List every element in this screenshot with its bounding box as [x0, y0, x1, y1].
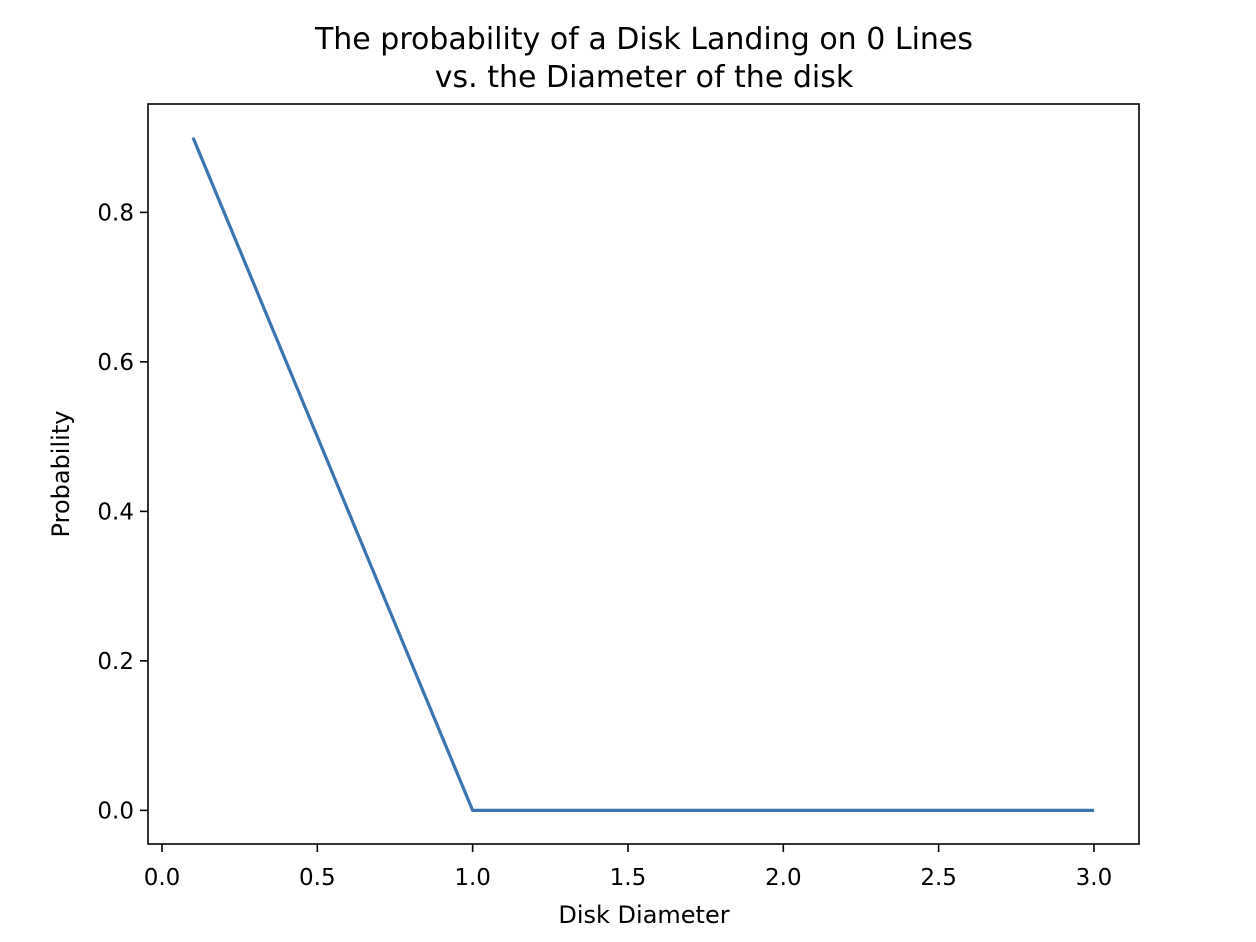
x-tick-label: 0.5: [299, 865, 336, 891]
y-axis-ticks: 0.0 0.2 0.4 0.6 0.8: [97, 200, 148, 824]
y-tick-label: 0.2: [97, 649, 134, 675]
x-tick-label: 0.0: [144, 865, 181, 891]
chart-title-line-1: The probability of a Disk Landing on 0 L…: [314, 22, 973, 57]
y-tick-label: 0.6: [97, 350, 134, 376]
x-axis-label: Disk Diameter: [558, 901, 729, 929]
series-line: [191, 137, 1094, 812]
x-tick-label: 1.0: [454, 865, 491, 891]
y-tick-label: 0.0: [97, 798, 134, 824]
x-axis-ticks: 0.0 0.5 1.0 1.5 2.0 2.5 3.0: [144, 844, 1113, 891]
plot-area: [191, 137, 1094, 812]
y-tick-label: 0.4: [97, 499, 134, 525]
chart-title-line-2: vs. the Diameter of the disk: [435, 60, 854, 95]
x-tick-label: 3.0: [1076, 865, 1113, 891]
y-axis-label: Probability: [47, 411, 75, 538]
y-tick-label: 0.8: [97, 200, 134, 226]
plot-frame: [147, 103, 1140, 845]
x-tick-label: 1.5: [610, 865, 647, 891]
x-tick-label: 2.0: [765, 865, 802, 891]
x-tick-label: 2.5: [920, 865, 957, 891]
